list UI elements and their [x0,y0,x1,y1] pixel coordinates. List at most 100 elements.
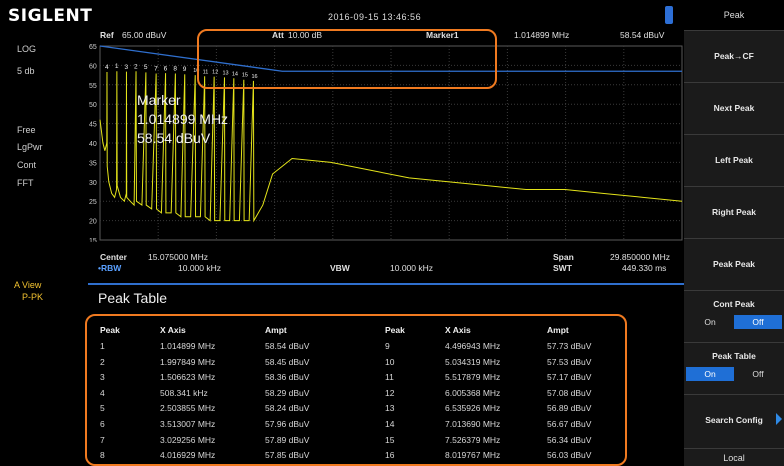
peak-table-cell: 57.96 dBuV [265,419,310,429]
rbw-value: 10.000 kHz [178,263,221,273]
peak-table-cell: 56.34 dBuV [547,434,592,445]
peak-table-cell: 2 [100,356,105,367]
cont-peak-off[interactable]: Off [734,315,782,329]
peak-table-cell: 57.85 dBuV [265,450,310,461]
usb-icon [665,6,673,24]
peak-table-cell: 508.341 kHz [160,387,208,398]
peak-table-cell: 7.013690 MHz [445,419,501,429]
next-peak-button[interactable]: Next Peak [684,82,784,134]
y-tick-label: 35 [89,160,97,167]
y-tick-label: 40 [89,141,97,148]
peak-table-cell: 5.034319 MHz [445,356,501,367]
peak-table-on[interactable]: On [686,367,734,381]
y-tick-label: 30 [89,180,97,187]
peak-table-toggle[interactable]: Peak Table On Off [684,342,784,394]
peak-table-cell: 6 [100,419,105,429]
peak-table-cell: 58.54 dBuV [265,341,310,351]
right-peak-label: Right Peak [712,207,756,217]
menu-title: Peak [684,0,784,30]
peak-table-cell: 8.019767 MHz [445,450,501,461]
cont-peak-label: Cont Peak [713,299,755,309]
span-label: Span [553,252,574,262]
swt-label: SWT [553,263,572,273]
peak-markers: 1 234 5 67 8 9 10 11 12 13 14 15 16 [105,63,258,80]
brand-logo: SIGLENT [8,6,93,26]
peak-table-header: Peak [100,325,120,335]
peak-peak-button[interactable]: Peak Peak [684,238,784,290]
peak-table-cell: 10 [385,356,395,367]
top-bar: SIGLENT 2016-09-15 13:46:56 [0,0,683,30]
cont-peak-switch[interactable]: On Off [686,315,782,329]
peak-table-switch[interactable]: On Off [686,367,782,381]
table-annotation-box [85,314,627,466]
y-tick-label: 50 [89,102,97,109]
peak-marker-label: 8 [173,66,177,73]
peak-table-cell: 3.029256 MHz [160,434,216,445]
scale-type: LOG [17,44,37,54]
peak-peak-label: Peak Peak [712,259,756,269]
peak-table-header: Peak [385,325,405,335]
sweep-mode: Cont [17,160,37,170]
trace-view-label: A View [14,280,42,290]
trace-view-mode: P-PK [22,292,44,302]
peak-table-cell: 4 [100,387,105,398]
left-peak-button[interactable]: Left Peak [684,134,784,186]
peak-to-cf-label: Peak→CF [714,51,754,61]
peak-table-cell: 1.014899 MHz [160,341,216,351]
peak-table-cell: 58.29 dBuV [265,387,310,398]
left-peak-label: Left Peak [715,155,753,165]
peak-table-cell: 56.89 dBuV [547,403,592,414]
peak-table-label: Peak Table [712,351,756,361]
search-config-button[interactable]: Search Config [684,394,784,448]
peak-marker-label: 16 [251,74,257,80]
detector-mode: LgPwr [17,142,43,152]
peak-marker-label: 12 [212,70,218,76]
y-tick-label: 60 [89,63,97,70]
peak-table-cell: 57.53 dBuV [547,356,592,367]
y-tick-label: 45 [89,122,97,129]
marker-readout-label: Marker [137,92,181,108]
peak-table-cell: 58.24 dBuV [265,403,310,414]
marker-readout-ampl: 58.54 dBuV [137,130,211,146]
peak-table-cell: 3 [100,372,105,383]
peak-table-cell: 5.517879 MHz [445,372,501,383]
right-peak-button[interactable]: Right Peak [684,186,784,238]
scale-div: 5 db [17,66,35,76]
datetime: 2016-09-15 13:46:56 [328,12,422,22]
cont-peak-toggle[interactable]: Cont Peak On Off [684,290,784,342]
peak-table-cell: 9 [385,341,390,351]
marker-freq: 1.014899 MHz [514,30,570,40]
threshold-line [99,45,682,72]
peak-table-cell: 5 [100,403,105,414]
peak-table-cell: 58.45 dBuV [265,356,310,367]
y-tick-label: 20 [89,219,97,226]
ref-label: Ref [100,30,114,40]
peak-to-cf-button[interactable]: Peak→CF [684,30,784,82]
peak-table-title: Peak Table [98,290,168,306]
softkey-menu: Peak Peak→CF Next Peak Left Peak Right P… [684,0,784,466]
y-tick-label: 65 [89,44,97,51]
peak-table-cell: 15 [385,434,395,445]
swt-value: 449.330 ms [622,263,667,273]
peak-table-cell: 6.005368 MHz [445,387,501,398]
marker-ampl: 58.54 dBuV [620,30,665,40]
peak-table-cell: 7 [100,434,105,445]
peak-marker-label: 1 [115,63,119,70]
marker-label: Marker1 [426,30,459,40]
marker-readout-freq: 1.014899 MHz [137,111,229,127]
marker-readout: Marker 1.014899 MHz 58.54 dBuV [137,91,228,148]
peak-table-cell: 57.73 dBuV [547,341,592,351]
peak-table-cell: 56.67 dBuV [547,419,592,429]
center-value: 15.075000 MHz [148,252,209,262]
local-button[interactable]: Local [684,448,784,466]
peak-table-cell: 8 [100,450,105,461]
peak-table-header: Ampt [265,325,287,335]
peak-marker-label: 4 [105,64,109,71]
peak-marker-label: 9 [183,66,187,73]
peak-table-cell: 3.513007 MHz [160,419,216,429]
peak-marker-label: 5 [144,64,148,71]
cont-peak-on[interactable]: On [704,317,716,327]
peak-table-off[interactable]: Off [752,369,764,379]
peak-marker-label: 15 [242,73,248,79]
